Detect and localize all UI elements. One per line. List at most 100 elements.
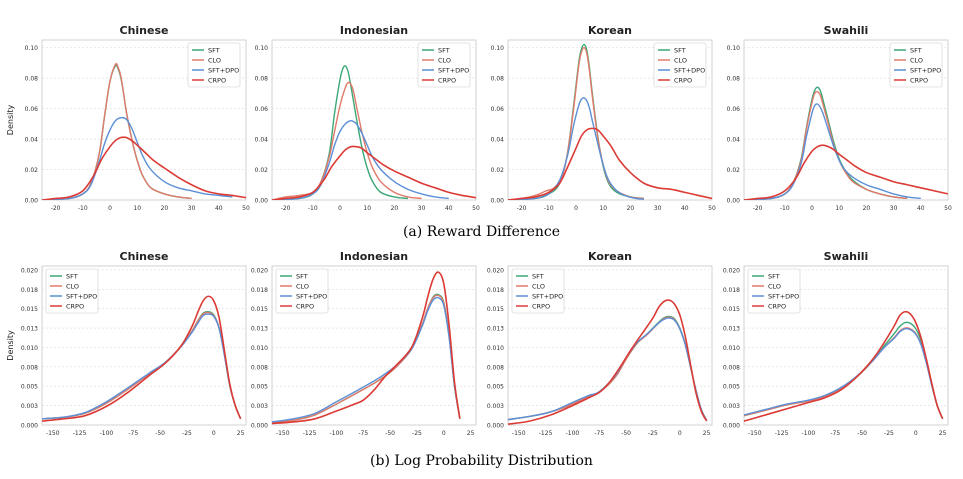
legend-label-sft-dpo: SFT+DPO (66, 293, 97, 301)
series-line-crpo (508, 299, 708, 425)
y-tick-label: 0.00 (727, 198, 741, 205)
x-tick-label: -100 (330, 430, 344, 437)
legend-label-clo: CLO (438, 57, 451, 65)
legend-box (187, 42, 241, 88)
y-tick-label: 0.005 (21, 384, 38, 391)
series-line-sft-dpo (744, 327, 944, 420)
x-tick-label: 40 (917, 205, 925, 212)
x-tick-label: -100 (566, 430, 580, 437)
legend: SFT CLO SFT+DPO CRPO (275, 268, 329, 314)
legend: SFT CLO SFT+DPO CRPO (889, 42, 943, 88)
y-tick-label: 0.10 (255, 45, 269, 52)
x-tick-label: -20 (281, 205, 291, 212)
chart-title: Swahili (824, 250, 869, 263)
legend-box (653, 42, 707, 88)
y-axis-label: Density (6, 330, 15, 361)
panel-logprob-chinese: 0.000 0.003 0.005 0.008 0.010 0.013 0.015 0.018… (6, 250, 247, 437)
y-tick-label: 0.02 (491, 167, 505, 174)
x-tick-label: -50 (385, 430, 395, 437)
x-tick-label: 50 (944, 205, 952, 212)
legend-box (275, 268, 329, 314)
y-tick-label: 0.008 (21, 364, 38, 371)
y-tick-label: 0.008 (487, 364, 504, 371)
x-tick-label: 30 (890, 205, 898, 212)
series-line-crpo (272, 145, 476, 200)
x-tick-label: 40 (445, 205, 453, 212)
x-tick-label: -150 (46, 430, 60, 437)
y-tick-label: 0.003 (21, 403, 38, 410)
x-tick-label: 10 (133, 205, 141, 212)
y-tick-label: 0.04 (25, 137, 39, 144)
legend-label-clo: CLO (296, 283, 309, 291)
x-tick-label: -125 (73, 430, 87, 437)
y-tick-label: 0.020 (21, 267, 38, 274)
x-tick-label: -150 (512, 430, 526, 437)
y-tick-label: 0.003 (723, 403, 740, 410)
x-tick-label: -75 (128, 430, 138, 437)
y-tick-label: 0.000 (487, 423, 504, 430)
x-tick-label: -50 (155, 430, 165, 437)
x-tick-label: 50 (242, 205, 250, 212)
legend-label-clo: CLO (674, 57, 687, 65)
y-tick-label: 0.015 (251, 306, 268, 313)
y-tick-label: 0.08 (727, 76, 741, 83)
y-tick-label: 0.000 (21, 423, 38, 430)
legend-label-sft: SFT (208, 47, 220, 55)
x-tick-label: 0 (810, 205, 814, 212)
y-tick-label: 0.02 (25, 167, 39, 174)
legend-label-clo: CLO (768, 283, 781, 291)
x-tick-label: -25 (182, 430, 192, 437)
x-tick-label: 20 (391, 205, 399, 212)
legend-box (747, 268, 801, 314)
legend-label-crpo: CRPO (674, 77, 692, 85)
y-tick-label: 0.013 (251, 326, 268, 333)
series-line-sft-dpo (42, 116, 233, 200)
legend-box (45, 268, 99, 314)
x-tick-label: 20 (627, 205, 635, 212)
legend-label-crpo: CRPO (296, 303, 314, 311)
y-tick-label: 0.005 (251, 384, 268, 391)
chart-title: Swahili (824, 24, 869, 37)
x-tick-label: -75 (594, 430, 604, 437)
x-tick-label: 50 (472, 205, 480, 212)
x-tick-label: -100 (100, 430, 114, 437)
y-tick-label: 0.10 (727, 45, 741, 52)
y-tick-label: 0.02 (255, 167, 269, 174)
y-tick-label: 0.08 (255, 76, 269, 83)
y-tick-label: 0.003 (487, 403, 504, 410)
y-tick-label: 0.000 (251, 423, 268, 430)
caption-log-probability: (b) Log Probability Distribution (370, 453, 593, 469)
x-tick-label: 0 (108, 205, 112, 212)
legend-label-sft-dpo: SFT+DPO (768, 293, 799, 301)
x-tick-label: -20 (517, 205, 527, 212)
y-tick-label: 0.015 (487, 306, 504, 313)
y-tick-label: 0.020 (723, 267, 740, 274)
y-tick-label: 0.04 (727, 137, 741, 144)
x-tick-label: -125 (775, 430, 789, 437)
series-line-crpo (272, 271, 461, 425)
series-line-sft-dpo (508, 97, 645, 200)
legend-label-sft: SFT (768, 273, 780, 281)
y-tick-label: 0.000 (723, 423, 740, 430)
x-tick-label: 0 (442, 430, 446, 437)
y-tick-label: 0.005 (723, 384, 740, 391)
x-tick-label: -10 (308, 205, 318, 212)
panel-reward-korean: 0.00 0.02 0.04 0.06 0.08 0.10 -20 -10 0 10 20 30 40 5… (491, 24, 716, 212)
x-tick-label: -10 (78, 205, 88, 212)
y-tick-label: 0.013 (487, 326, 504, 333)
x-tick-label: 40 (215, 205, 223, 212)
x-tick-label: 30 (188, 205, 196, 212)
y-tick-label: 0.04 (255, 137, 269, 144)
y-tick-label: 0.00 (255, 198, 269, 205)
legend-label-sft: SFT (438, 47, 450, 55)
y-tick-label: 0.008 (723, 364, 740, 371)
x-tick-label: -50 (857, 430, 867, 437)
x-tick-label: -125 (303, 430, 317, 437)
x-tick-label: 10 (599, 205, 607, 212)
x-tick-label: 0 (574, 205, 578, 212)
x-tick-label: 0 (678, 430, 682, 437)
legend-label-sft: SFT (66, 273, 78, 281)
y-axis-label: Density (6, 105, 15, 136)
legend-label-clo: CLO (532, 283, 545, 291)
x-tick-label: -75 (358, 430, 368, 437)
